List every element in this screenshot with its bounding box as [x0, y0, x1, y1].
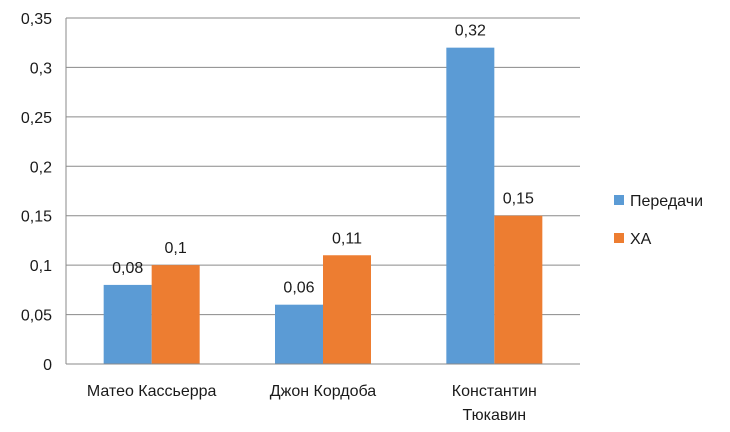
y-tick-label: 0,3: [30, 60, 52, 77]
bar: [494, 215, 543, 364]
category-labels: Матео Кассьерра Джон Кордоба Константин Тюк…: [87, 383, 537, 424]
data-label: 0,32: [455, 23, 486, 40]
y-tick-label: 0: [43, 357, 52, 374]
data-labels: 0,08 0,1 0,06 0,11 0,32 0,15: [112, 23, 534, 297]
bar: [103, 284, 152, 364]
data-label: 0,1: [165, 240, 187, 257]
data-label: 0,06: [283, 280, 314, 297]
y-tick-label: 0,1: [30, 258, 52, 275]
y-axis-ticks: 0 0,05 0,1 0,15 0,2 0,25 0,3 0,35: [21, 11, 52, 374]
category-label: Джон Кордоба: [270, 383, 377, 400]
y-tick-label: 0,15: [21, 209, 52, 226]
bar: [151, 265, 200, 364]
legend-label: ХА: [630, 231, 652, 248]
category-label: Константин Тюкавин: [452, 383, 537, 424]
y-tick-label: 0,35: [21, 11, 52, 28]
data-label: 0,11: [332, 230, 362, 247]
y-tick-label: 0,2: [30, 159, 52, 176]
bars: [103, 47, 543, 365]
x-axis: [65, 18, 580, 365]
legend-label: Передачи: [630, 193, 703, 210]
legend-swatch: [614, 195, 624, 205]
data-label: 0,08: [112, 260, 143, 277]
bar: [323, 255, 371, 364]
bar: [275, 304, 323, 364]
data-label: 0,15: [503, 191, 534, 208]
legend: Передачи ХА: [614, 193, 703, 248]
y-tick-label: 0,05: [21, 308, 52, 325]
bar: [446, 47, 495, 365]
y-tick-label: 0,25: [21, 110, 52, 127]
category-label: Матео Кассьерра: [87, 383, 217, 400]
legend-swatch: [614, 233, 624, 243]
